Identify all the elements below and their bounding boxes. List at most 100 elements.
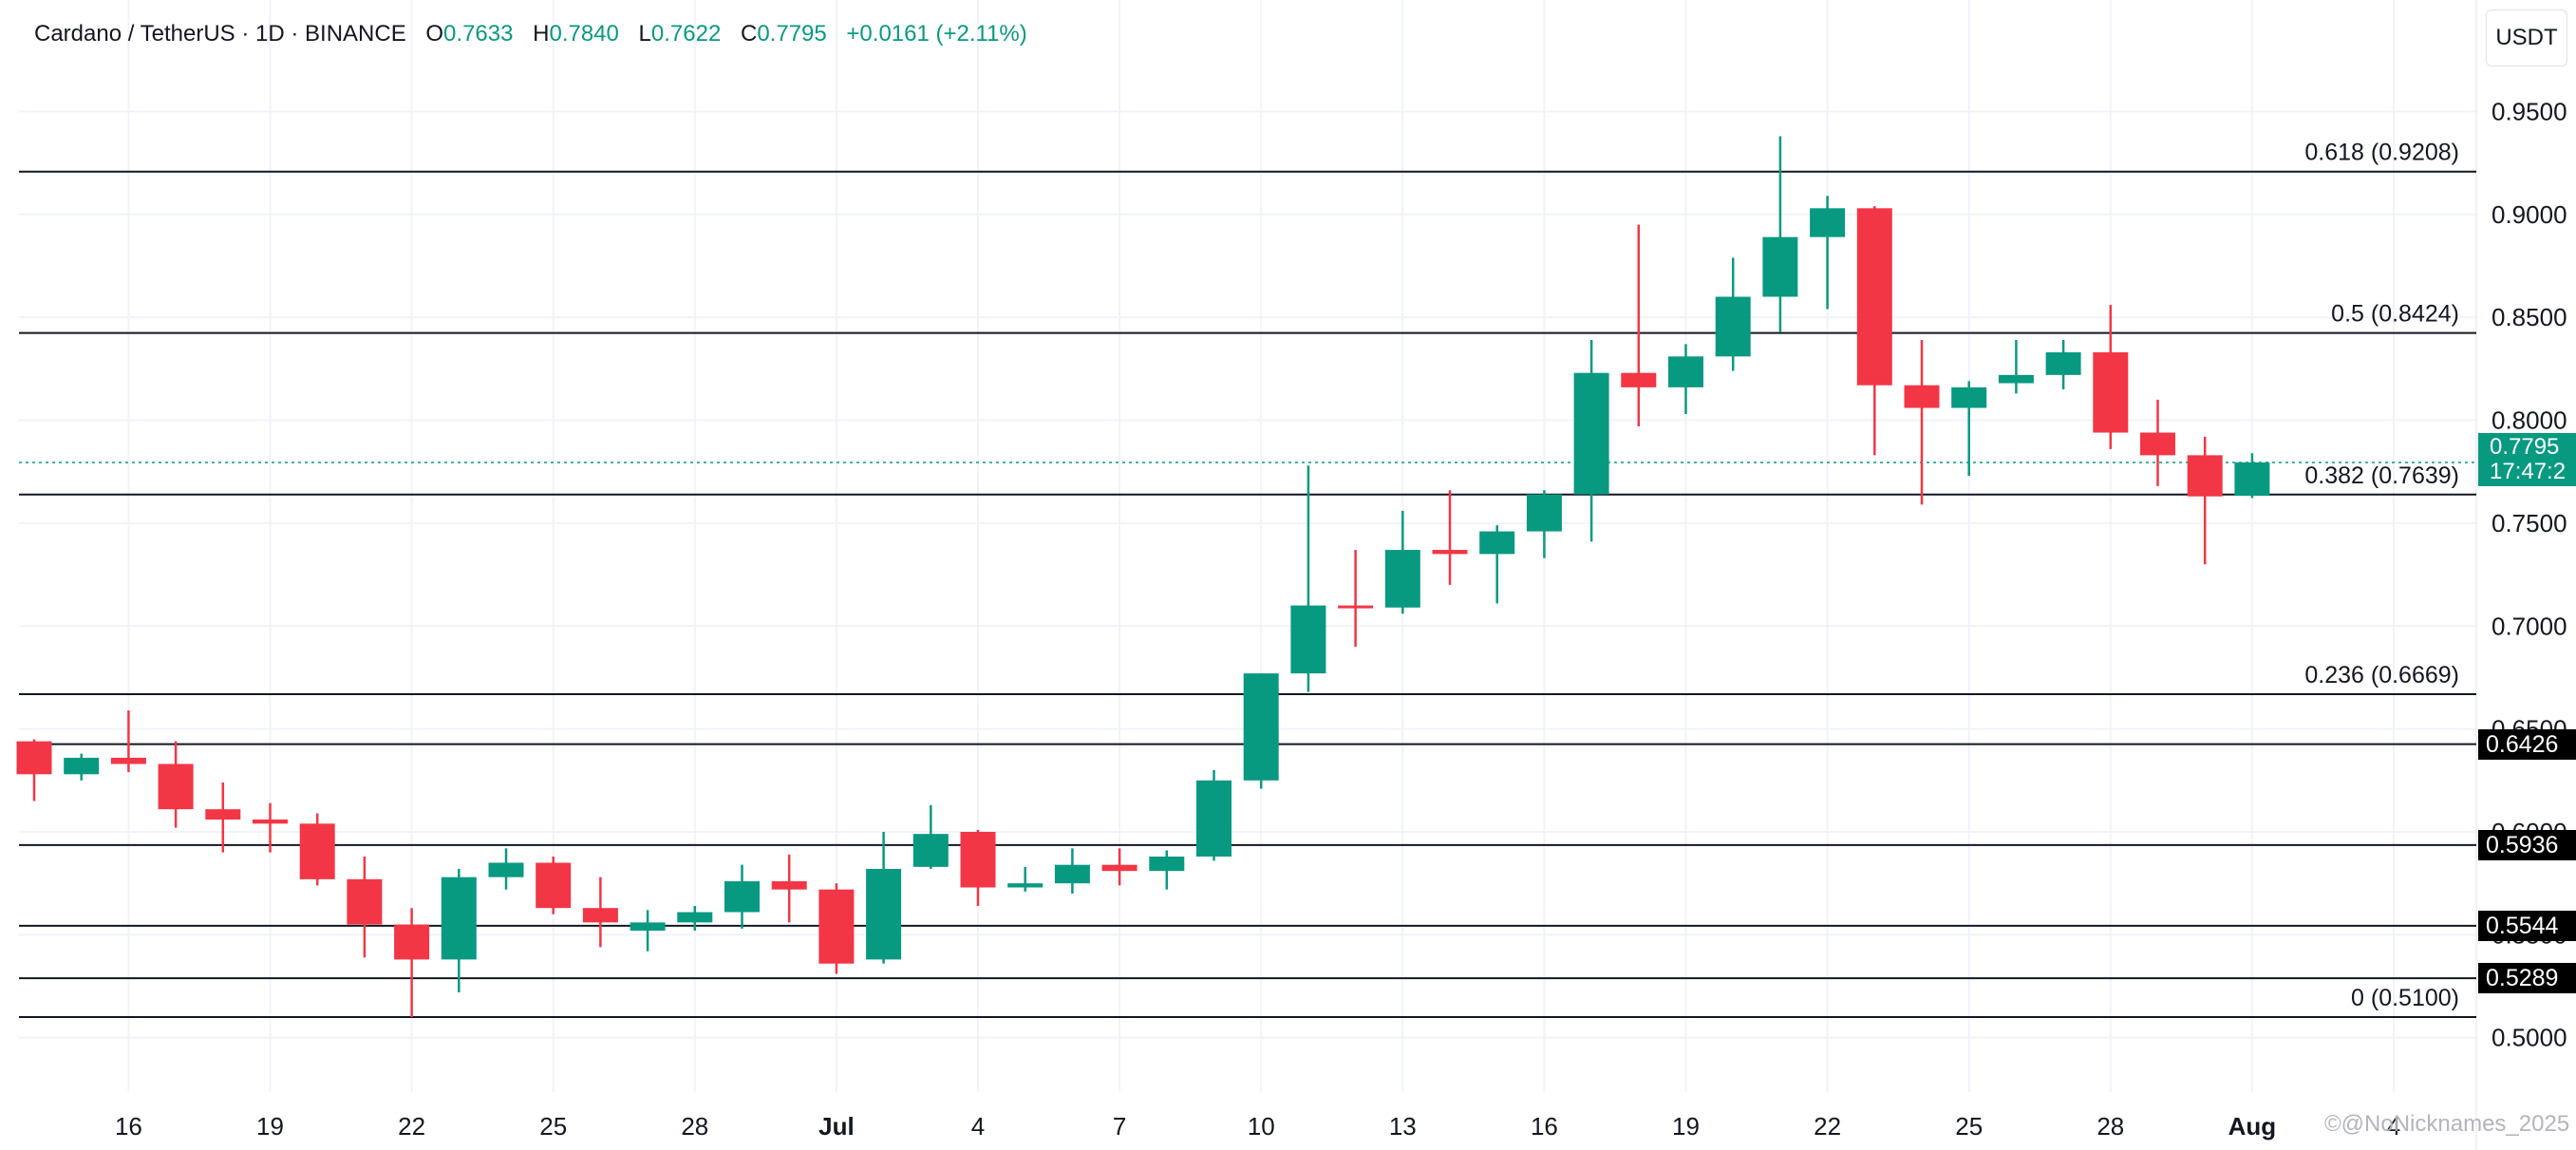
candle-up[interactable]	[2234, 453, 2270, 499]
candle-down[interactable]	[299, 813, 335, 886]
candle-down[interactable]	[2093, 305, 2129, 449]
candle-body	[158, 764, 194, 810]
candle-up[interactable]	[1573, 340, 1609, 542]
candle-up[interactable]	[1951, 381, 1987, 477]
x-tick-label: Aug	[2228, 1112, 2277, 1141]
candle-up[interactable]	[1998, 340, 2034, 394]
candle-up[interactable]	[1149, 850, 1185, 890]
candle-up[interactable]	[1054, 848, 1090, 895]
candle-up[interactable]	[1810, 196, 1846, 310]
candle-body	[253, 819, 288, 824]
candle-up[interactable]	[630, 910, 666, 952]
y-tick-label: 0.9000	[2491, 200, 2567, 229]
candle-up[interactable]	[64, 753, 100, 781]
candle-down[interactable]	[2140, 399, 2175, 486]
x-tick-label: 10	[1248, 1112, 1275, 1141]
candle-up[interactable]	[2045, 340, 2081, 390]
fib-label: 0.382 (0.7639)	[2304, 462, 2459, 489]
candle-body	[582, 908, 618, 923]
candle-up[interactable]	[1196, 769, 1232, 861]
candle-up[interactable]	[912, 804, 949, 870]
candle-body	[630, 922, 666, 932]
time-axis[interactable]: 16 19 22 25 28 Jul 4 7 10 13 16 19 22 25 28 Aug 4	[115, 1112, 2400, 1141]
candle-up[interactable]	[1384, 510, 1420, 614]
candle-down[interactable]	[110, 710, 146, 773]
candle-down[interactable]	[253, 802, 288, 853]
candle-body	[1196, 780, 1232, 858]
candle-body	[677, 912, 713, 923]
candle-body	[1054, 864, 1090, 884]
candle-up[interactable]	[866, 832, 902, 964]
candle-down[interactable]	[536, 857, 572, 914]
candle-body	[724, 881, 760, 913]
candle-body	[771, 881, 807, 890]
y-tick-label: 0.9500	[2491, 97, 2567, 125]
candle-body	[1668, 356, 1703, 387]
candle-body	[1101, 864, 1138, 872]
grid	[19, 0, 2477, 1150]
candle-up[interactable]	[1668, 344, 1703, 415]
candle-down[interactable]	[771, 854, 807, 923]
price-axis[interactable]: 0.95000.90000.85000.80000.75000.70000.65…	[2477, 0, 2576, 1150]
open-label: O	[425, 21, 444, 47]
x-tick-label: 13	[1389, 1112, 1417, 1141]
candle-down[interactable]	[582, 877, 618, 948]
x-tick-label: 28	[2097, 1112, 2124, 1141]
candle-down[interactable]	[394, 908, 430, 1018]
candle-up[interactable]	[1243, 673, 1279, 789]
candle-up[interactable]	[488, 848, 524, 890]
candle-body	[1432, 550, 1468, 555]
candle-body	[1715, 296, 1751, 357]
high-value: 0.7840	[549, 21, 619, 47]
candle-up[interactable]	[1715, 257, 1751, 371]
x-tick-label: 19	[1672, 1112, 1700, 1141]
candle-down[interactable]	[1101, 848, 1138, 886]
candle-down[interactable]	[205, 782, 241, 853]
x-tick-label: 22	[1814, 1112, 1841, 1141]
candle-up[interactable]	[441, 869, 477, 993]
candle-up[interactable]	[1762, 136, 1798, 332]
x-tick-label: 16	[1531, 1112, 1558, 1141]
currency-button[interactable]: USDT	[2486, 9, 2567, 66]
watermark: ©@NoNicknames_2025	[2324, 1111, 2570, 1137]
y-tick-label: 0.8000	[2491, 406, 2567, 435]
candle-down[interactable]	[1856, 206, 1892, 456]
candle-up[interactable]	[1290, 465, 1326, 692]
price-axis-bg	[2477, 0, 2576, 1150]
x-tick-label: Jul	[818, 1112, 855, 1141]
candle-down[interactable]	[818, 883, 855, 974]
candle-up[interactable]	[724, 864, 760, 929]
candle-down[interactable]	[347, 857, 383, 958]
low-label: L	[638, 21, 651, 47]
low-value: 0.7622	[650, 21, 722, 47]
candle-down[interactable]	[16, 739, 52, 801]
candle-up[interactable]	[1007, 866, 1044, 892]
candle-down[interactable]	[2187, 436, 2223, 565]
candle-down[interactable]	[960, 829, 996, 907]
high-label: H	[533, 21, 550, 47]
candle-down[interactable]	[1621, 224, 1657, 427]
x-tick-label: 16	[115, 1112, 142, 1141]
candle-body	[1998, 374, 2034, 384]
symbol-title[interactable]: Cardano / TetherUS · 1D · BINANCE	[34, 21, 406, 47]
candle-body	[110, 757, 146, 764]
candle-down[interactable]	[1338, 550, 1374, 647]
close-label: C	[740, 21, 758, 47]
candle-down[interactable]	[1432, 490, 1468, 585]
candle-body	[2140, 432, 2175, 456]
candles	[16, 136, 2270, 1018]
candle-down[interactable]	[1904, 340, 1940, 505]
fib-label: 0.5 (0.8424)	[2331, 301, 2459, 328]
candle-body	[866, 869, 902, 960]
candle-body	[1951, 386, 1987, 408]
candle-down[interactable]	[158, 741, 194, 828]
x-tick-label: 4	[971, 1112, 985, 1141]
candle-body	[1479, 531, 1515, 555]
candle-up[interactable]	[1526, 490, 1562, 558]
candle-body	[912, 834, 949, 867]
candle-body	[488, 862, 524, 877]
candle-body	[347, 878, 383, 925]
candle-up[interactable]	[1479, 525, 1515, 604]
candle-up[interactable]	[677, 906, 713, 932]
